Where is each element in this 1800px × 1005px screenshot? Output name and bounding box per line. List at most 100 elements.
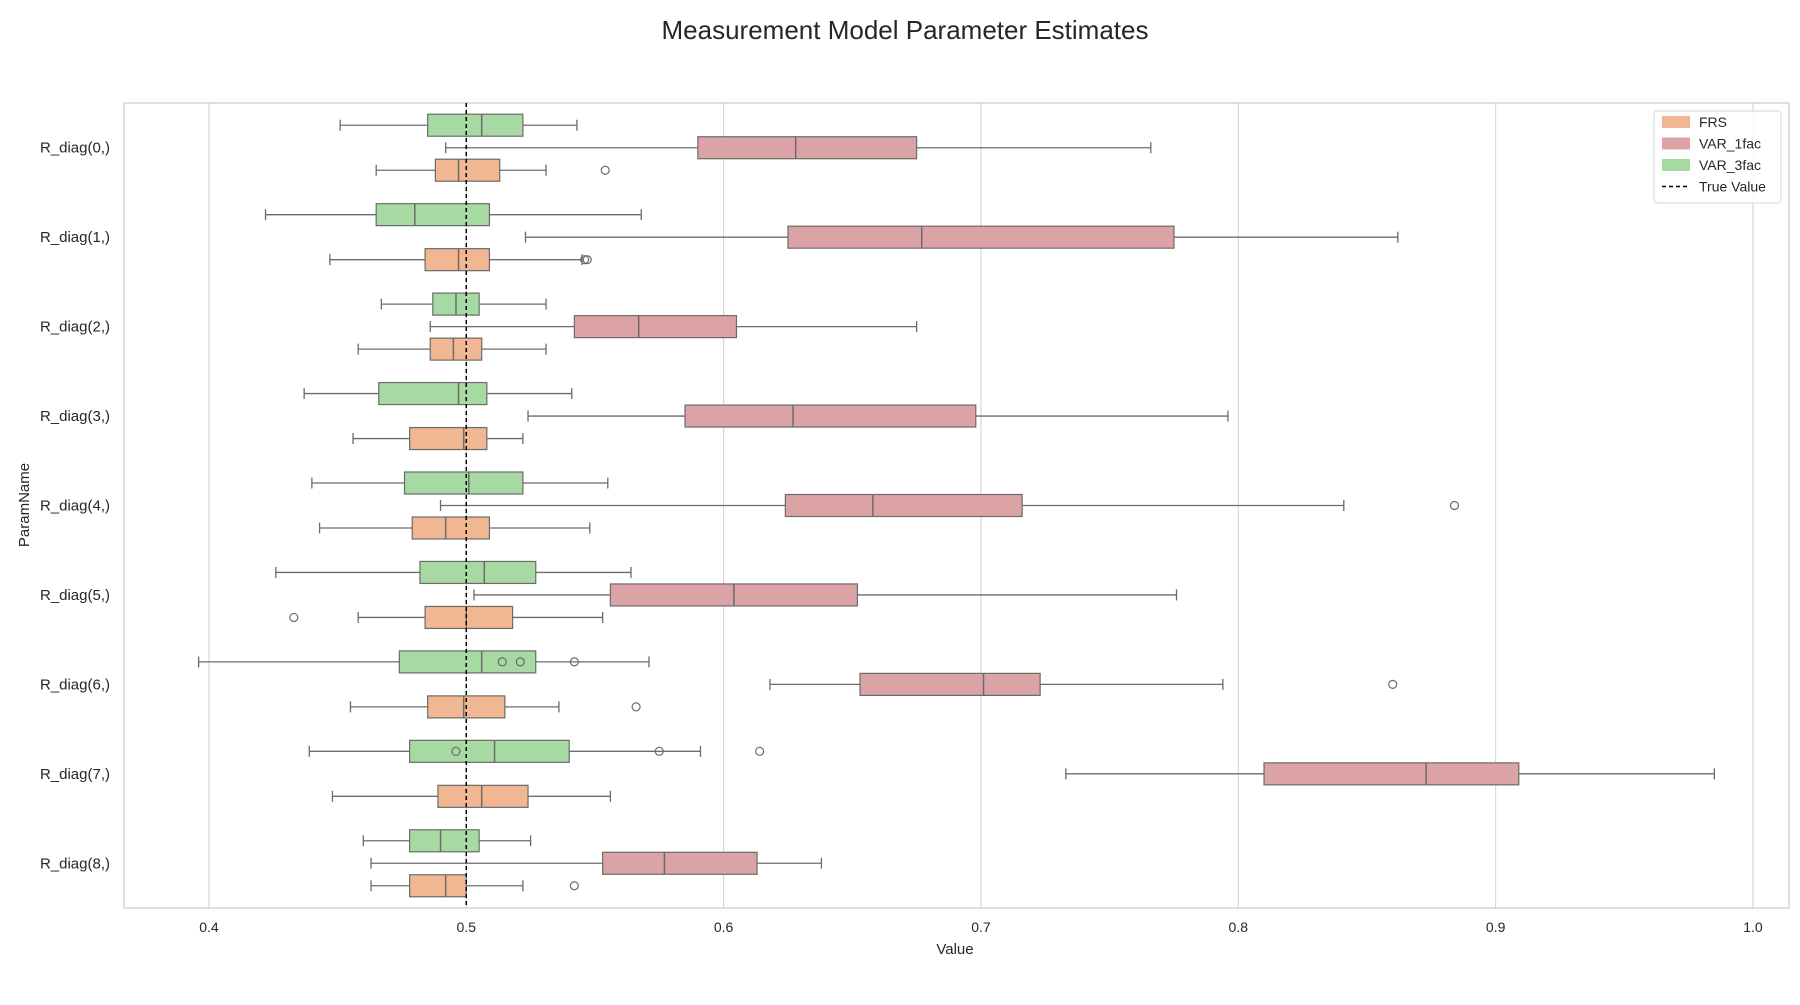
- box-VAR_1fac-8: [370, 851, 823, 875]
- box-iqr: [424, 605, 514, 630]
- box-VAR_1fac-0: [445, 136, 1152, 160]
- box-VAR_3fac-2: [380, 292, 547, 316]
- y-tick-label: R_diag(7,): [40, 766, 110, 783]
- flier-point: [289, 612, 299, 623]
- box-iqr: [434, 158, 501, 182]
- box-FRS-2: [357, 337, 547, 361]
- y-tick-label: R_diag(8,): [40, 855, 110, 872]
- legend-swatch: [1662, 137, 1690, 150]
- flier-point: [1449, 500, 1460, 511]
- box-iqr: [787, 225, 1175, 249]
- box-iqr: [437, 784, 529, 808]
- box-FRS-1: [329, 248, 592, 272]
- legend-label: FRS: [1699, 114, 1727, 130]
- box-FRS-5: [289, 605, 604, 630]
- legend: FRS VAR_1fac VAR_3fac True Value: [1653, 110, 1782, 204]
- box-iqr: [429, 337, 483, 361]
- legend-entry: True Value: [1662, 179, 1766, 195]
- y-tick-label: R_diag(6,): [40, 676, 110, 693]
- box-FRS-4: [318, 516, 591, 540]
- box-iqr: [573, 315, 738, 339]
- box-VAR_3fac-7: [308, 739, 765, 763]
- box-VAR_3fac-6: [197, 650, 650, 674]
- plot-frame: [123, 102, 1790, 909]
- box-VAR_3fac-0: [339, 113, 578, 137]
- y-tick-label: R_diag(2,): [40, 319, 110, 336]
- x-tick-label: 0.5: [457, 919, 477, 935]
- flier-point: [451, 746, 461, 756]
- box-VAR_1fac-3: [527, 404, 1229, 428]
- box-VAR_3fac-5: [275, 560, 632, 585]
- box-VAR_3fac-3: [303, 381, 573, 406]
- box-iqr: [419, 560, 537, 585]
- y-tick-label: R_diag(0,): [40, 140, 110, 157]
- x-tick-label: 0.8: [1229, 919, 1249, 935]
- flier-point: [515, 657, 525, 667]
- box-iqr: [784, 493, 1023, 518]
- x-tick-label: 1.0: [1743, 919, 1763, 935]
- box-iqr: [409, 739, 570, 763]
- x-tick-label: 0.9: [1486, 919, 1506, 935]
- box-FRS-8: [370, 874, 579, 898]
- legend-entry: VAR_1fac: [1662, 136, 1761, 152]
- box-VAR_1fac-6: [769, 672, 1398, 696]
- box-FRS-0: [375, 158, 610, 182]
- y-tick-label: R_diag(3,): [40, 408, 110, 425]
- box-VAR_1fac-1: [524, 225, 1399, 249]
- box-iqr: [424, 248, 491, 272]
- box-VAR_3fac-1: [264, 203, 642, 227]
- box-iqr: [398, 650, 537, 674]
- box-VAR_1fac-2: [429, 315, 918, 339]
- box-iqr: [602, 851, 758, 875]
- flier-point: [497, 657, 507, 667]
- box-iqr: [684, 404, 977, 428]
- legend-entry: FRS: [1662, 114, 1727, 130]
- y-axis-label: ParamName: [16, 463, 33, 547]
- x-tick-label: 0.7: [971, 919, 991, 935]
- legend-label: VAR_1fac: [1699, 136, 1761, 152]
- chart-title: Measurement Model Parameter Estimates: [662, 15, 1149, 45]
- flier-point: [1388, 679, 1398, 689]
- box-FRS-6: [349, 695, 641, 719]
- y-tick-label: R_diag(4,): [40, 498, 110, 515]
- box-iqr: [409, 426, 488, 451]
- flier-point: [755, 746, 765, 756]
- legend-frame: [1653, 110, 1782, 204]
- box-VAR_3fac-4: [311, 471, 609, 495]
- legend-label: VAR_3fac: [1699, 157, 1761, 173]
- box-iqr: [378, 381, 488, 406]
- box-VAR_1fac-4: [439, 493, 1460, 518]
- box-iqr: [859, 672, 1041, 696]
- box-iqr: [697, 136, 918, 160]
- legend-entry: VAR_3fac: [1662, 157, 1761, 173]
- box-iqr: [409, 874, 467, 898]
- legend-swatch: [1662, 116, 1690, 128]
- flier-point: [569, 657, 579, 667]
- flier-point: [580, 255, 590, 265]
- y-tick-label: R_diag(1,): [40, 229, 110, 246]
- box-iqr: [427, 113, 524, 137]
- box-VAR_3fac-8: [362, 829, 532, 853]
- box-iqr: [409, 829, 480, 853]
- x-tick-label: 0.4: [199, 919, 219, 935]
- x-axis: 0.4 0.5 0.6 0.7 0.8 0.9 1.0: [199, 919, 1763, 935]
- box-FRS-7: [331, 784, 612, 808]
- box-iqr: [1263, 762, 1520, 786]
- boxes-layer: [197, 113, 1716, 898]
- x-axis-label: Value: [936, 941, 973, 958]
- x-tick-label: 0.6: [714, 919, 734, 935]
- box-VAR_1fac-5: [473, 583, 1178, 607]
- box-iqr: [403, 471, 524, 495]
- box-iqr: [375, 203, 491, 227]
- legend-label: True Value: [1699, 179, 1766, 195]
- legend-swatch: [1662, 159, 1690, 171]
- flier-point: [600, 165, 610, 175]
- y-tick-label: R_diag(5,): [40, 587, 110, 604]
- flier-point: [582, 255, 592, 265]
- box-iqr: [411, 516, 491, 540]
- flier-point: [631, 702, 641, 712]
- flier-point: [654, 746, 664, 756]
- flier-point: [569, 881, 579, 891]
